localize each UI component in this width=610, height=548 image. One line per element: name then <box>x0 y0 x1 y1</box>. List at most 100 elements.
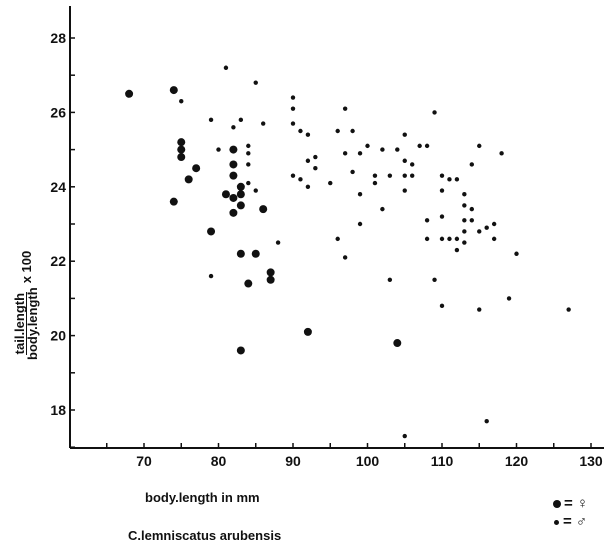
female-data-point <box>251 249 260 258</box>
male-data-point <box>402 188 407 193</box>
male-data-point <box>290 106 296 111</box>
male-data-point <box>342 255 348 260</box>
male-data-point <box>439 303 445 309</box>
male-data-point <box>447 236 452 242</box>
y-tick-label: 22 <box>50 253 66 269</box>
x-tick-label: 120 <box>505 453 529 469</box>
female-data-point <box>177 153 186 162</box>
male-data-point <box>328 180 333 186</box>
male-data-point <box>469 206 474 212</box>
male-data-point <box>424 236 430 242</box>
legend-entry-female: = ♀ <box>553 495 588 513</box>
y-tick-label: 20 <box>50 328 66 344</box>
y-axis-fraction: tail.length body.length <box>12 287 40 360</box>
y-tick-label: 18 <box>50 402 66 418</box>
female-data-point <box>177 138 186 147</box>
male-data-point <box>454 177 460 182</box>
male-data-point <box>469 162 474 167</box>
male-data-point <box>357 192 363 197</box>
female-data-point <box>169 197 178 206</box>
female-data-point <box>192 164 201 173</box>
female-data-point <box>207 227 216 236</box>
tick-marks <box>70 37 592 448</box>
male-data-point <box>439 236 445 242</box>
y-axis-denominator: body.length <box>25 287 40 360</box>
male-data-point <box>335 236 340 242</box>
male-data-point <box>395 147 400 152</box>
male-data-point <box>246 180 251 186</box>
x-axis-label: body.length in mm <box>145 490 260 505</box>
male-data-point <box>439 214 445 219</box>
y-tick-label: 24 <box>50 179 66 195</box>
male-data-point <box>290 173 296 178</box>
x-tick-label: 110 <box>431 453 454 469</box>
male-data-point <box>313 166 318 171</box>
female-data-point <box>236 249 245 258</box>
male-data-point <box>432 110 437 115</box>
female-data-point <box>229 160 238 169</box>
female-data-point <box>236 182 245 191</box>
male-data-point <box>216 147 221 152</box>
female-data-point <box>303 327 312 336</box>
legend-male-label: = ♂ <box>563 513 588 530</box>
male-data-point <box>372 180 378 186</box>
x-tick-label: 100 <box>356 453 380 469</box>
male-data-point <box>298 177 303 182</box>
female-data-point <box>244 279 253 288</box>
male-data-point <box>410 173 415 178</box>
male-data-point <box>447 177 452 182</box>
male-data-point <box>246 151 251 156</box>
male-data-point <box>350 169 355 175</box>
male-data-point <box>424 143 430 149</box>
male-data-point <box>439 173 445 178</box>
male-data-point <box>208 117 214 123</box>
male-data-point <box>253 188 258 193</box>
male-data-point <box>305 158 311 163</box>
female-data-point <box>266 268 275 277</box>
legend-female-label: = ♀ <box>564 495 589 512</box>
male-data-point <box>432 277 437 282</box>
large-dot-marker <box>553 500 561 508</box>
male-data-point <box>491 221 497 227</box>
male-data-point <box>305 184 311 189</box>
male-data-point <box>223 65 229 70</box>
male-data-point <box>424 218 430 223</box>
male-data-point <box>477 307 482 312</box>
male-data-point <box>402 433 407 439</box>
male-data-point <box>380 206 385 212</box>
female-data-point <box>229 171 238 180</box>
male-data-point <box>477 229 482 234</box>
male-data-point <box>402 173 407 178</box>
female-data-point <box>236 190 245 199</box>
female-data-point <box>393 339 402 348</box>
male-data-point <box>454 236 460 242</box>
female-data-point <box>229 193 238 202</box>
male-data-point <box>462 203 467 208</box>
male-data-point <box>454 247 460 253</box>
female-data-point <box>169 86 178 95</box>
male-data-point <box>261 121 266 126</box>
male-data-point <box>499 151 504 156</box>
male-data-point <box>477 143 482 149</box>
male-data-point <box>410 162 415 167</box>
small-dot-marker <box>554 519 559 525</box>
x-tick-label: 80 <box>211 453 227 469</box>
female-data-point <box>229 208 238 217</box>
male-data-point <box>365 143 370 149</box>
male-data-point <box>380 147 385 152</box>
data-points <box>125 65 571 439</box>
male-data-point <box>491 236 497 242</box>
male-data-point <box>439 188 445 193</box>
male-data-point <box>462 218 467 223</box>
male-data-point <box>357 221 363 227</box>
male-data-point <box>566 307 571 312</box>
tick-labels: 70 80 90 100 110 120 130 18 20 22 24 26 28 <box>50 30 602 469</box>
male-data-point <box>335 128 340 134</box>
male-data-point <box>238 117 244 123</box>
male-data-point <box>402 132 407 137</box>
legend: = ♀ = ♂ <box>553 495 588 531</box>
male-data-point <box>506 296 512 301</box>
y-axis-suffix: x 100 <box>19 250 34 284</box>
male-data-point <box>298 128 303 134</box>
